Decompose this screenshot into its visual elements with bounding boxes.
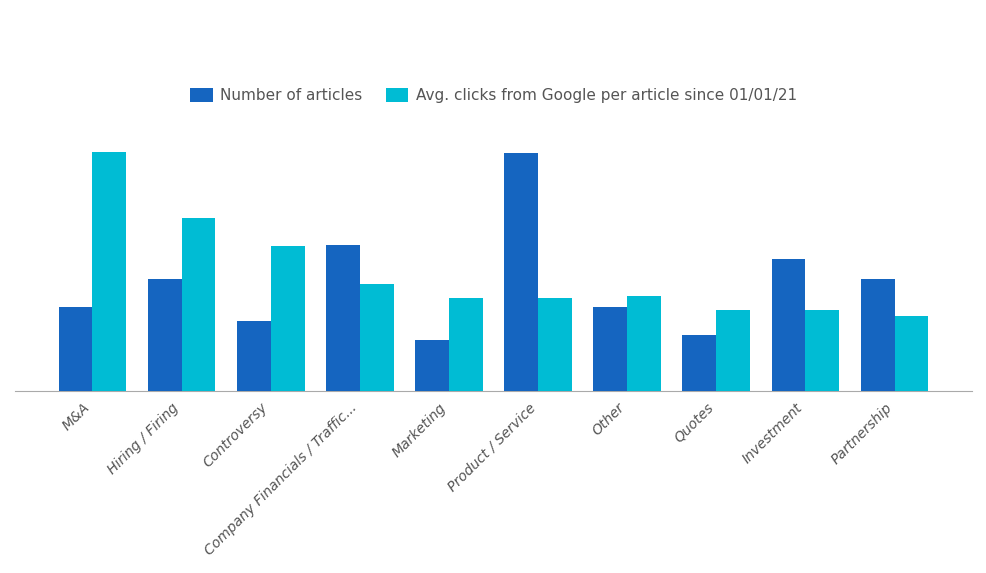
Bar xyxy=(237,321,270,391)
Bar xyxy=(593,307,626,391)
Bar xyxy=(771,259,805,391)
Bar xyxy=(504,152,537,391)
Bar xyxy=(449,299,482,391)
Bar xyxy=(93,152,126,391)
Bar xyxy=(181,218,215,391)
Bar xyxy=(325,245,360,391)
Bar xyxy=(626,296,661,391)
Bar xyxy=(805,310,838,391)
Bar xyxy=(681,335,716,391)
Bar xyxy=(716,310,749,391)
Bar xyxy=(893,316,928,391)
Bar xyxy=(415,340,449,391)
Bar xyxy=(860,278,893,391)
Bar xyxy=(270,246,305,391)
Bar xyxy=(148,278,181,391)
Bar xyxy=(58,307,93,391)
Legend: Number of articles, Avg. clicks from Google per article since 01/01/21: Number of articles, Avg. clicks from Goo… xyxy=(183,82,803,109)
Bar xyxy=(537,299,571,391)
Bar xyxy=(360,284,393,391)
